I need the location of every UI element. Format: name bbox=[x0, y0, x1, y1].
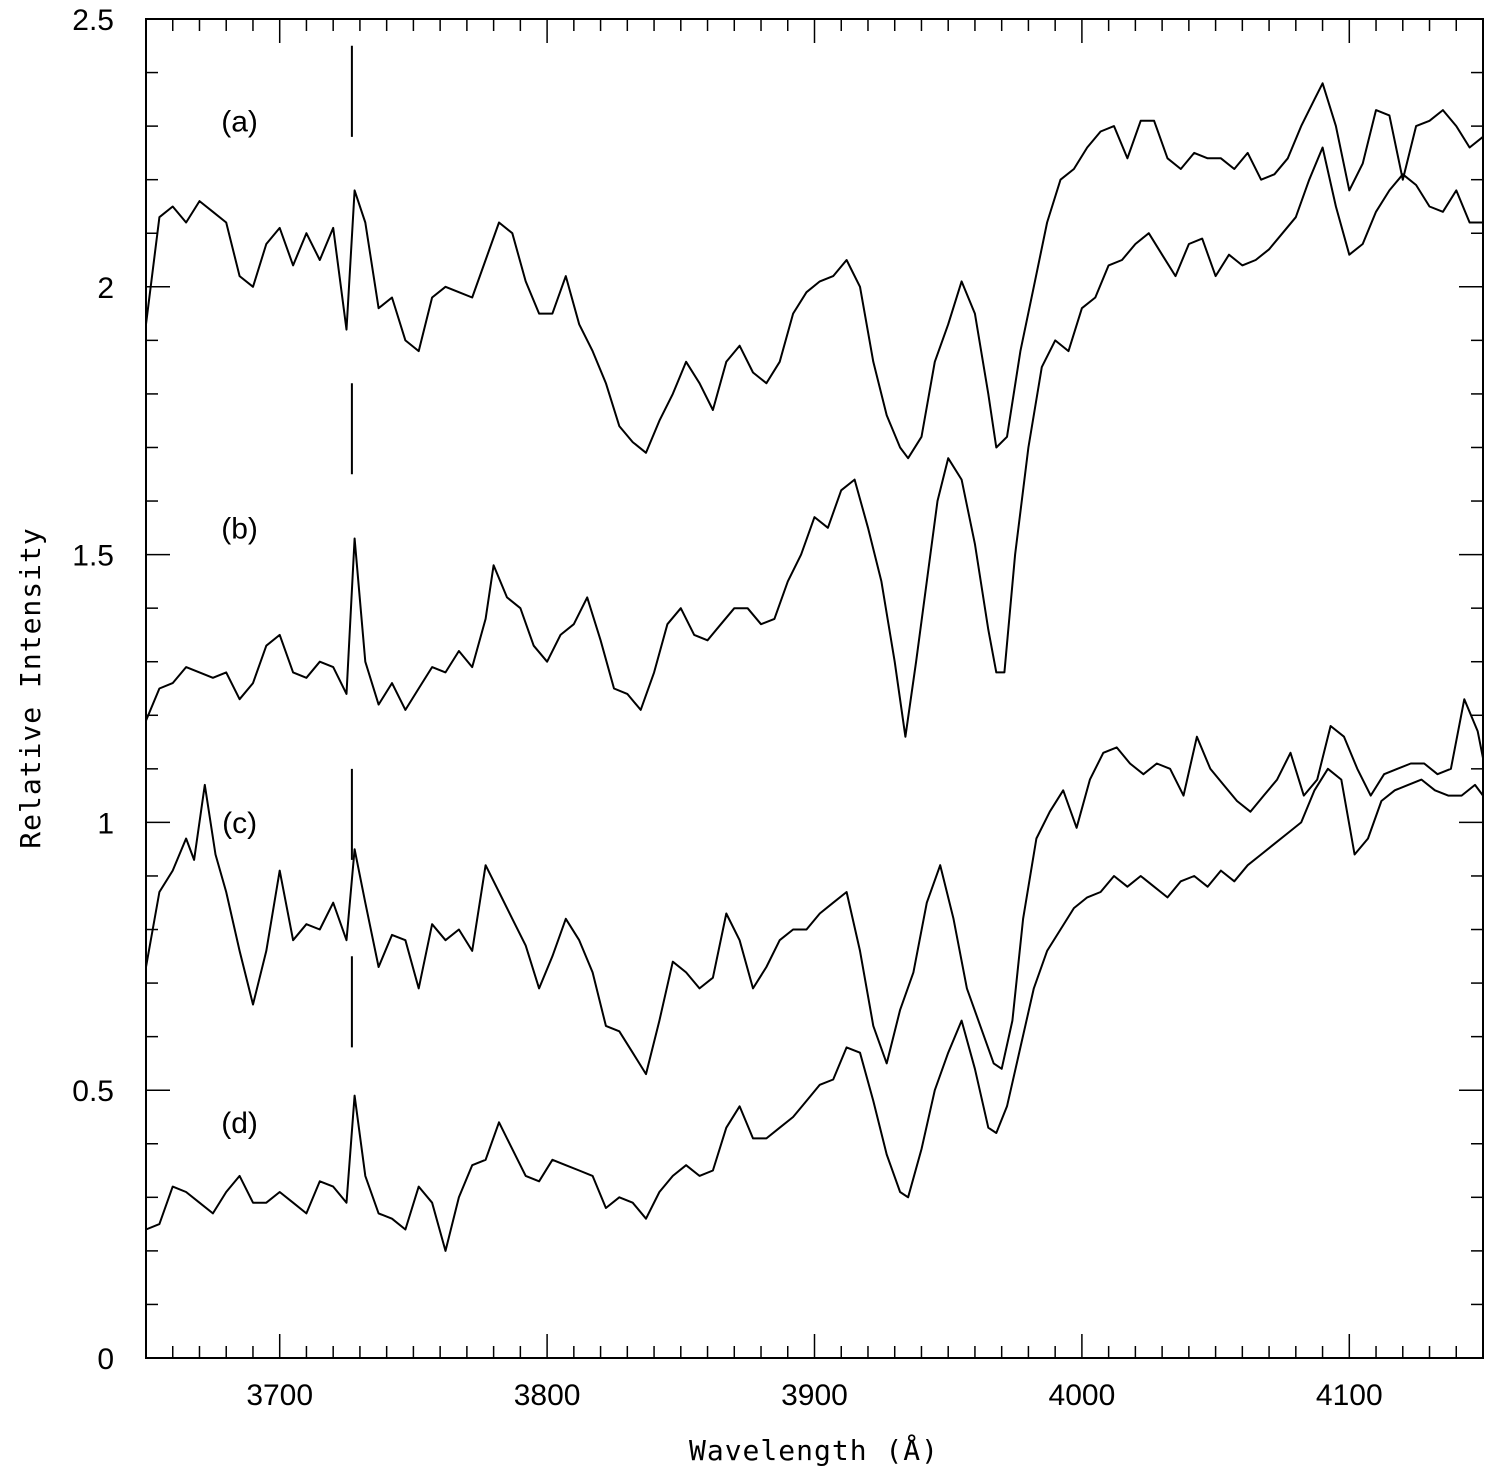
x-tick-label: 3800 bbox=[514, 1379, 581, 1412]
y-tick-label: 1 bbox=[97, 807, 114, 840]
plot-frame bbox=[145, 18, 1484, 1359]
y-tick-label: 1.5 bbox=[72, 540, 114, 573]
panel-label: (c) bbox=[222, 807, 257, 840]
spectrum-line-3 bbox=[145, 698, 1484, 1076]
y-tick-label: 0.5 bbox=[72, 1075, 114, 1108]
tick-labels: 3700 3800 3900 4000 4100 0 0.5 1 1.5 2 2.5 bbox=[72, 4, 1382, 1412]
x-axis-title: Wavelength (Å) bbox=[689, 1433, 939, 1467]
y-tick-label: 0 bbox=[97, 1343, 114, 1376]
spectra-series bbox=[145, 82, 1484, 1252]
x-tick-label: 3700 bbox=[246, 1379, 313, 1412]
spectrum-line-2 bbox=[145, 146, 1483, 738]
minor-ticks bbox=[145, 19, 1484, 1358]
x-tick-label: 4000 bbox=[1049, 1379, 1116, 1412]
y-axis-title: Relative Intensity bbox=[14, 527, 47, 848]
panel-labels: (a) (b) (c) (d) bbox=[221, 105, 258, 1140]
panel-label: (b) bbox=[221, 513, 258, 546]
spectrum-line-4 bbox=[145, 767, 1484, 1252]
spectrum-line-1 bbox=[145, 82, 1484, 460]
y-tick-label: 2.5 bbox=[72, 4, 114, 37]
panel-label: (a) bbox=[221, 105, 258, 138]
x-tick-label: 3900 bbox=[781, 1379, 848, 1412]
x-tick-label: 4100 bbox=[1316, 1379, 1383, 1412]
y-tick-label: 2 bbox=[97, 272, 114, 305]
panel-label: (d) bbox=[221, 1107, 258, 1140]
